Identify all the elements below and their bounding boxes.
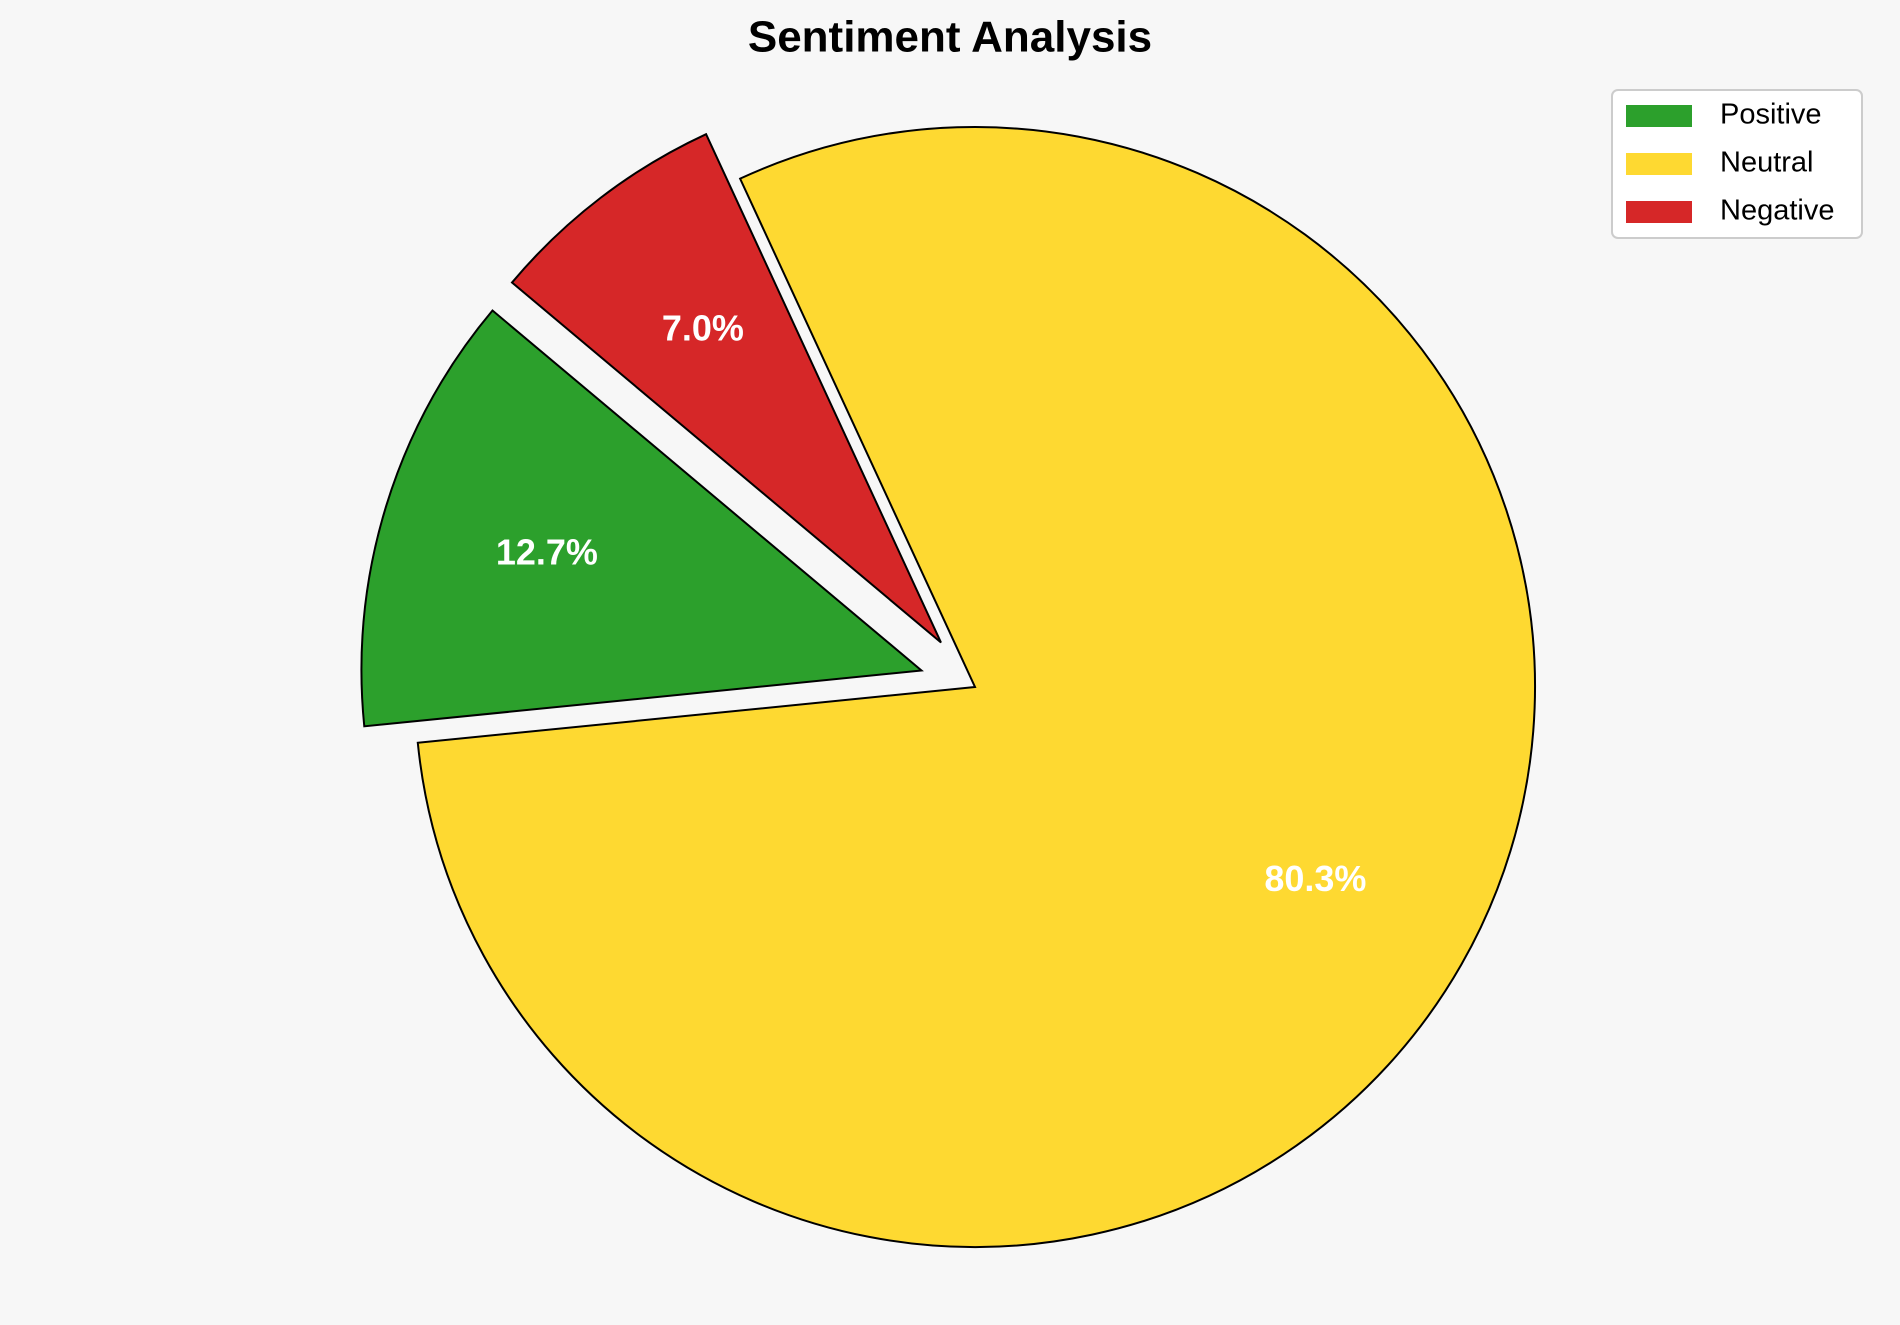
slice-label: 12.7%	[496, 531, 598, 572]
chart-title: Sentiment Analysis	[748, 13, 1152, 62]
legend-swatch	[1626, 105, 1692, 127]
legend-swatch	[1626, 201, 1692, 223]
pie-slice	[360, 309, 924, 728]
pie-slice	[510, 132, 942, 644]
slice-label: 80.3%	[1264, 858, 1366, 899]
legend-label: Positive	[1720, 99, 1822, 131]
slice-label: 7.0%	[662, 308, 744, 349]
legend-swatch	[1626, 153, 1692, 175]
legend-label: Neutral	[1720, 147, 1814, 179]
legend-label: Negative	[1720, 195, 1834, 227]
pie-slice	[416, 126, 1536, 1249]
